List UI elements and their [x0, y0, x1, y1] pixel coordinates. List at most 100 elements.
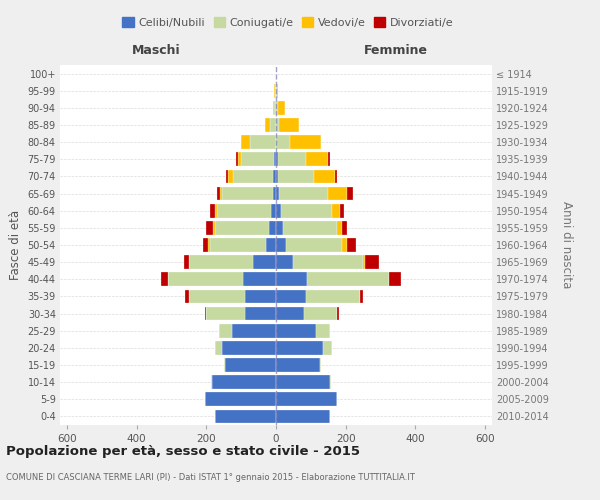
Bar [189, 256, 253, 269]
Text: COMUNE DI CASCIANA TERME LARI (PI) - Dati ISTAT 1° gennaio 2015 - Elaborazione T: COMUNE DI CASCIANA TERME LARI (PI) - Dat… [6, 472, 415, 482]
Bar [215, 221, 269, 234]
Bar [217, 186, 220, 200]
Bar [210, 204, 215, 218]
Bar [365, 256, 379, 269]
Bar [332, 204, 340, 218]
Bar [233, 170, 273, 183]
Bar [218, 324, 232, 338]
Bar [276, 136, 290, 149]
Bar [276, 358, 320, 372]
Bar [206, 221, 213, 234]
Bar [224, 358, 226, 372]
Bar [161, 272, 168, 286]
Bar [275, 84, 276, 98]
Bar [363, 256, 365, 269]
Bar [272, 186, 276, 200]
Text: Femmine: Femmine [364, 44, 428, 58]
Bar [276, 376, 330, 389]
Bar [276, 204, 281, 218]
Legend: Celibi/Nubili, Coniugati/e, Vedovi/e, Divorziati/e: Celibi/Nubili, Coniugati/e, Vedovi/e, Di… [118, 13, 458, 32]
Bar [337, 306, 339, 320]
Bar [280, 118, 299, 132]
Bar [277, 84, 278, 98]
Bar [276, 341, 323, 354]
Bar [276, 101, 278, 114]
Bar [330, 376, 331, 389]
Bar [316, 324, 330, 338]
Text: Popolazione per età, sesso e stato civile - 2015: Popolazione per età, sesso e stato civil… [6, 445, 360, 458]
Bar [276, 290, 305, 304]
Bar [293, 256, 363, 269]
Bar [342, 238, 347, 252]
Bar [189, 290, 245, 304]
Bar [276, 256, 293, 269]
Bar [210, 238, 266, 252]
Bar [232, 324, 276, 338]
Bar [265, 118, 270, 132]
Bar [278, 101, 285, 114]
Bar [212, 376, 276, 389]
Bar [320, 358, 321, 372]
Bar [280, 186, 328, 200]
Bar [276, 324, 316, 338]
Bar [213, 221, 215, 234]
Bar [276, 392, 337, 406]
Bar [184, 256, 189, 269]
Bar [228, 170, 233, 183]
Bar [215, 204, 217, 218]
Bar [347, 238, 356, 252]
Bar [276, 410, 330, 424]
Y-axis label: Anni di nascita: Anni di nascita [560, 202, 573, 288]
Bar [290, 136, 321, 149]
Bar [274, 101, 276, 114]
Bar [323, 341, 332, 354]
Bar [245, 290, 276, 304]
Bar [269, 221, 276, 234]
Bar [271, 204, 276, 218]
Bar [278, 170, 314, 183]
Bar [276, 221, 283, 234]
Bar [220, 186, 222, 200]
Bar [208, 238, 210, 252]
Bar [211, 376, 212, 389]
Bar [222, 341, 276, 354]
Bar [203, 238, 208, 252]
Bar [215, 410, 276, 424]
Y-axis label: Fasce di età: Fasce di età [9, 210, 22, 280]
Bar [270, 118, 276, 132]
Bar [205, 306, 206, 320]
Bar [274, 84, 275, 98]
Bar [328, 152, 330, 166]
Bar [359, 290, 363, 304]
Bar [273, 170, 276, 183]
Bar [226, 358, 276, 372]
Bar [206, 306, 245, 320]
Bar [305, 290, 359, 304]
Bar [222, 186, 272, 200]
Bar [278, 152, 305, 166]
Bar [314, 170, 335, 183]
Bar [342, 221, 347, 234]
Bar [286, 238, 342, 252]
Bar [215, 341, 222, 354]
Bar [347, 186, 353, 200]
Bar [276, 118, 280, 132]
Bar [236, 152, 238, 166]
Bar [276, 238, 286, 252]
Bar [276, 84, 277, 98]
Bar [241, 136, 250, 149]
Bar [389, 272, 401, 286]
Bar [272, 101, 274, 114]
Bar [276, 186, 280, 200]
Bar [250, 136, 276, 149]
Bar [276, 170, 278, 183]
Bar [337, 221, 342, 234]
Bar [245, 306, 276, 320]
Bar [243, 272, 276, 286]
Bar [276, 306, 304, 320]
Bar [304, 306, 337, 320]
Bar [205, 392, 276, 406]
Bar [253, 256, 276, 269]
Bar [274, 152, 276, 166]
Bar [241, 152, 274, 166]
